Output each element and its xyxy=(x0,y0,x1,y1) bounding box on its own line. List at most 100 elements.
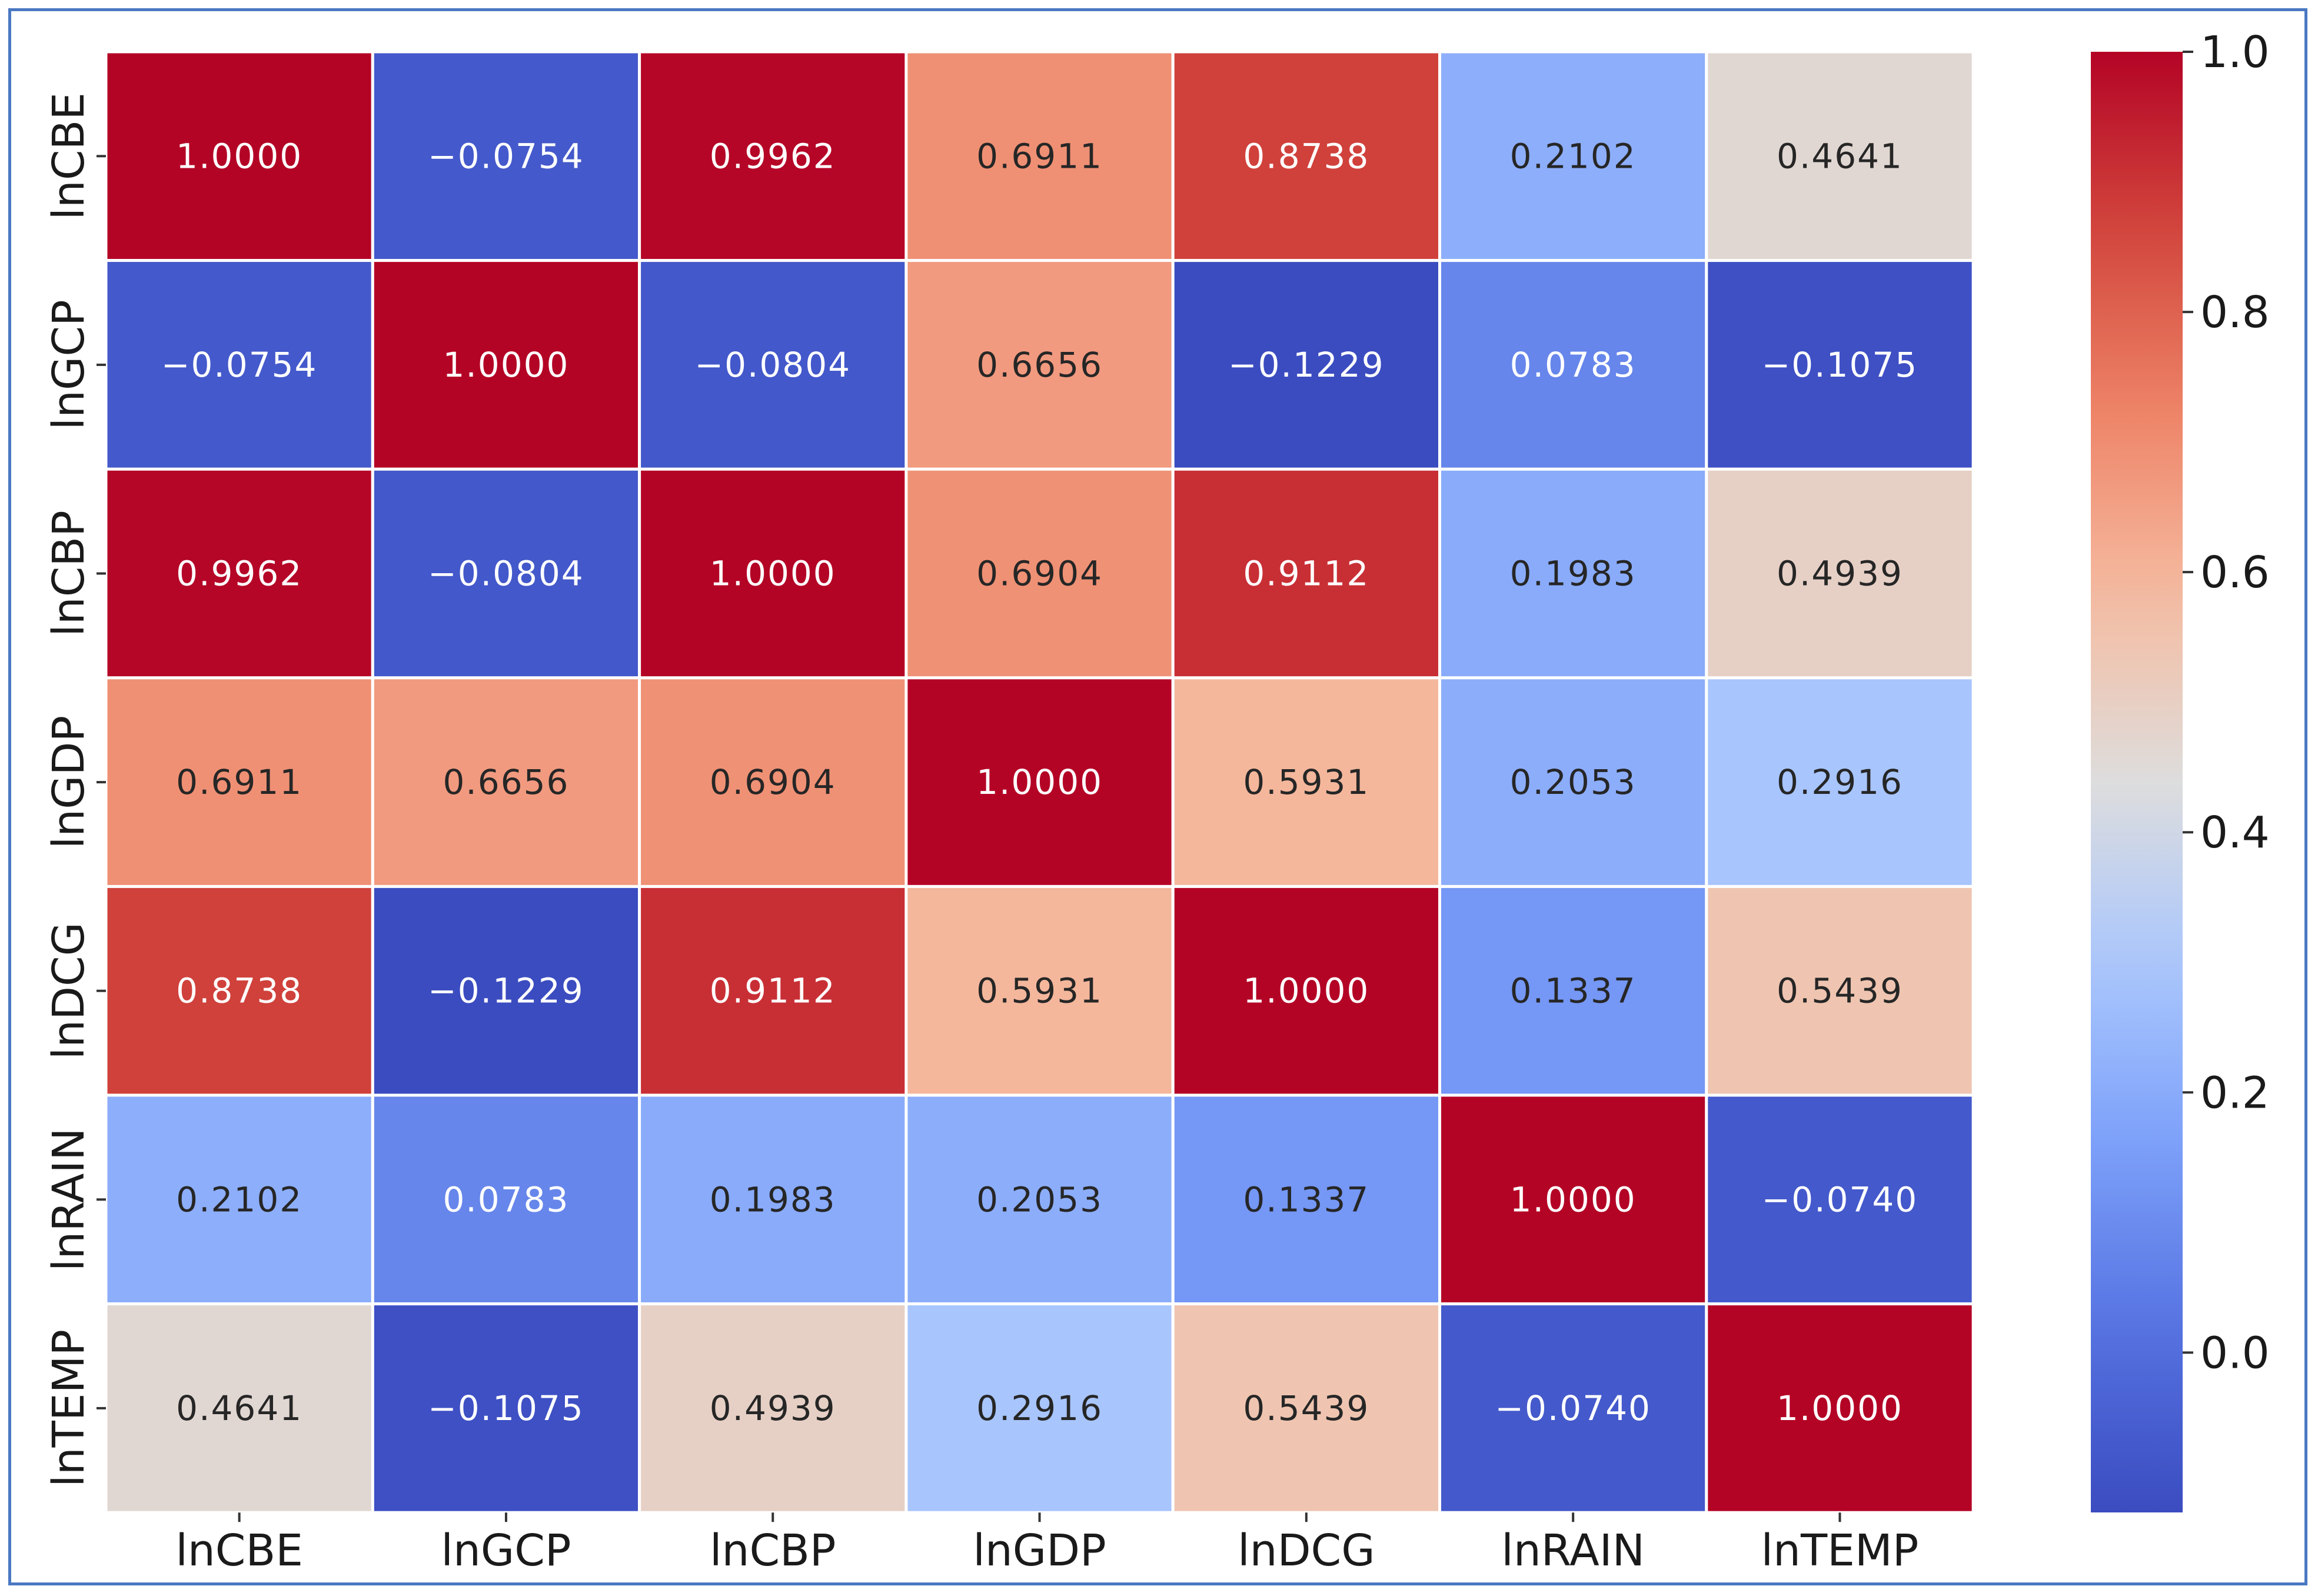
cell-value-label: −0.1229 xyxy=(1228,345,1385,385)
cell-value-label: 0.5439 xyxy=(1243,1388,1369,1428)
heatmap-cell xyxy=(1705,1302,1975,1514)
colorbar-gradient xyxy=(2091,52,2183,1512)
heatmap-cell xyxy=(1705,50,1975,262)
cell-value-label: 0.9962 xyxy=(710,136,836,176)
heatmap-cell xyxy=(104,50,374,262)
colorbar: 0.0 0.2 0.4 0.6 0.8 1.0 xyxy=(2091,27,2270,1512)
cell-value-label: 0.2053 xyxy=(1510,762,1637,802)
cell-value-label: 1.0000 xyxy=(1243,971,1369,1011)
colorbar-tick-label: 0.6 xyxy=(2200,547,2270,598)
heatmap-cell xyxy=(904,1093,1175,1306)
heatmap-cell xyxy=(371,467,641,680)
heatmap-cell xyxy=(904,50,1175,262)
cell-value-label: 0.0783 xyxy=(1510,345,1637,385)
heatmap-value-labels: 1.0000 −0.0754 0.9962 0.6911 0.8738 0.2102 0.4… xyxy=(161,136,1918,1428)
heatmap-cell xyxy=(1438,1302,1708,1514)
heatmap-cell xyxy=(1171,50,1441,262)
y-tick-label: lnCBP xyxy=(44,510,94,637)
heatmap-cell xyxy=(1438,259,1708,471)
cell-value-label: 0.6904 xyxy=(710,762,836,802)
cell-value-label: 0.6904 xyxy=(976,554,1103,594)
cell-value-label: 0.2102 xyxy=(1510,136,1637,176)
heatmap-cell xyxy=(1171,467,1441,680)
heatmap-cell xyxy=(1438,676,1708,888)
heatmap-cell xyxy=(371,1093,641,1306)
heatmap-cell xyxy=(1171,676,1441,888)
cell-value-label: 0.6911 xyxy=(976,136,1103,176)
x-tick-label: lnCBP xyxy=(710,1525,836,1576)
cell-value-label: 0.9112 xyxy=(1243,554,1369,594)
cell-value-label: 0.2916 xyxy=(1777,762,1903,802)
x-tick-label: lnGCP xyxy=(441,1525,571,1576)
heatmap-cell xyxy=(638,50,908,262)
cell-value-label: 1.0000 xyxy=(710,554,836,594)
cell-value-label: 0.5439 xyxy=(1777,971,1903,1011)
cell-value-label: 0.5931 xyxy=(1243,762,1369,802)
heatmap-cell xyxy=(904,259,1175,471)
cell-value-label: 0.2053 xyxy=(976,1179,1103,1219)
heatmap-cell xyxy=(638,676,908,888)
cell-value-label: −0.1075 xyxy=(428,1388,584,1428)
heatmap-cell xyxy=(371,885,641,1097)
x-tick-label: lnCBE xyxy=(175,1525,303,1576)
x-tick-label: lnGDP xyxy=(973,1525,1106,1576)
heatmap-cell xyxy=(638,1302,908,1514)
y-tick-label: lnCBE xyxy=(44,92,94,220)
y-axis: lnCBE lnGCP lnCBP lnGDP lnDCG lnRAIN lnTEMP xyxy=(44,92,106,1487)
colorbar-tick-label: 1.0 xyxy=(2200,27,2270,78)
cell-value-label: −0.0804 xyxy=(428,554,584,594)
cell-value-label: −0.1075 xyxy=(1762,345,1918,385)
cell-value-label: 0.8738 xyxy=(176,971,302,1011)
cell-value-label: 0.1337 xyxy=(1510,971,1637,1011)
heatmap-cell xyxy=(1438,467,1708,680)
cell-value-label: 0.9962 xyxy=(176,554,302,594)
heatmap-cell xyxy=(104,1093,374,1306)
cell-value-label: 1.0000 xyxy=(1777,1388,1903,1428)
cell-value-label: −0.0754 xyxy=(428,136,584,176)
cell-value-label: 0.4641 xyxy=(1777,136,1903,176)
cell-value-label: −0.0740 xyxy=(1495,1388,1651,1428)
x-tick-label: lnRAIN xyxy=(1501,1525,1645,1576)
cell-value-label: 0.1337 xyxy=(1243,1179,1369,1219)
cell-value-label: −0.0754 xyxy=(161,345,318,385)
cell-value-label: 1.0000 xyxy=(1510,1179,1637,1219)
colorbar-tick-label: 0.0 xyxy=(2200,1328,2270,1378)
y-tick-label: lnGDP xyxy=(44,716,94,849)
heatmap-cell xyxy=(638,467,908,680)
cell-value-label: 0.4641 xyxy=(176,1388,302,1428)
y-tick-label: lnRAIN xyxy=(44,1128,94,1271)
heatmap-cell xyxy=(371,50,641,262)
cell-value-label: 0.6911 xyxy=(176,762,302,802)
cell-value-label: 0.8738 xyxy=(1243,136,1369,176)
heatmap-cell xyxy=(1171,259,1441,471)
heatmap-cell xyxy=(904,1302,1175,1514)
heatmap-cell xyxy=(638,1093,908,1306)
y-tick-label: lnGCP xyxy=(44,300,94,430)
heatmap-cell xyxy=(1705,885,1975,1097)
cell-value-label: −0.1229 xyxy=(428,971,584,1011)
cell-value-label: −0.0804 xyxy=(694,345,851,385)
x-tick-label: lnDCG xyxy=(1238,1525,1375,1576)
x-axis: lnCBE lnGCP lnCBP lnGDP lnDCG lnRAIN lnTEMP xyxy=(175,1512,1918,1576)
cell-value-label: 1.0000 xyxy=(443,345,569,385)
cell-value-label: 1.0000 xyxy=(176,136,302,176)
cell-value-label: 0.1983 xyxy=(710,1179,836,1219)
heatmap-cells xyxy=(104,50,1975,1514)
cell-value-label: 1.0000 xyxy=(976,762,1103,802)
heatmap-cell xyxy=(1438,1093,1708,1306)
heatmap-cell xyxy=(1705,676,1975,888)
cell-value-label: 0.0783 xyxy=(443,1179,569,1219)
heatmap-cell xyxy=(104,676,374,888)
heatmap-cell xyxy=(1705,259,1975,471)
colorbar-tick-label: 0.2 xyxy=(2200,1068,2270,1118)
y-tick-label: lnTEMP xyxy=(44,1329,94,1487)
cell-value-label: −0.0740 xyxy=(1762,1179,1918,1219)
y-tick-label: lnDCG xyxy=(44,922,94,1059)
cell-value-label: 0.5931 xyxy=(976,971,1103,1011)
cell-value-label: 0.1983 xyxy=(1510,554,1637,594)
cell-value-label: 0.2102 xyxy=(176,1179,302,1219)
heatmap-cell xyxy=(371,259,641,471)
heatmap-cell xyxy=(1705,1093,1975,1306)
cell-value-label: 0.2916 xyxy=(976,1388,1103,1428)
